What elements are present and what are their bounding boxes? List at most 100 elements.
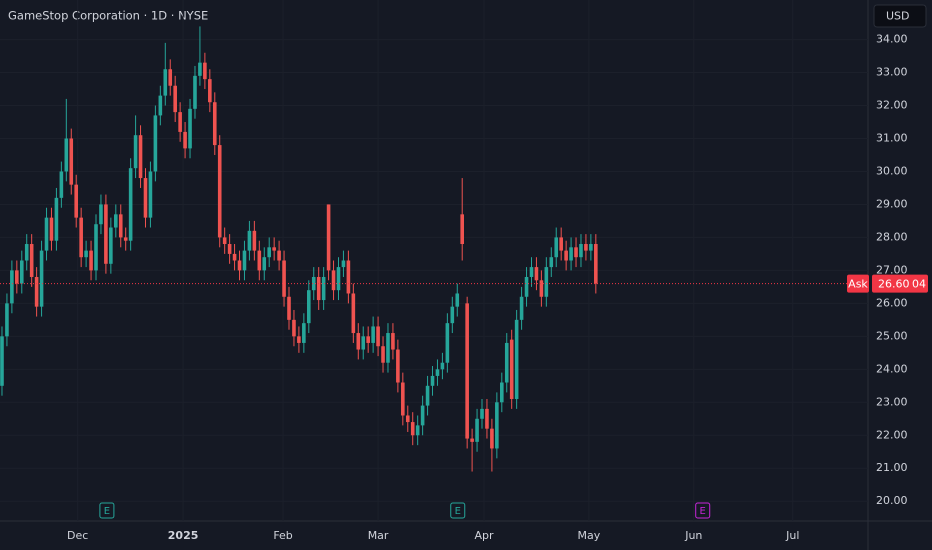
ask-tag: [847, 274, 869, 293]
candle-body: [138, 135, 143, 179]
candle-body: [5, 303, 9, 337]
candle-body: [415, 425, 420, 436]
ask-price-tag: [872, 274, 928, 293]
candle-body: [544, 267, 549, 297]
candle-body: [44, 217, 49, 251]
candle-body: [376, 326, 380, 347]
candle-body: [589, 244, 593, 251]
candle-body: [351, 293, 356, 334]
candle-body: [282, 260, 286, 297]
candle-body: [401, 382, 405, 416]
candle-body: [34, 276, 39, 307]
ask-label: Ask: [848, 278, 868, 291]
event-label: E: [700, 506, 706, 517]
candle-body: [440, 362, 445, 370]
ask-extra: 04: [912, 278, 926, 291]
candle-body: [450, 306, 455, 324]
candle-body: [10, 270, 14, 304]
candle-body: [584, 244, 588, 251]
candle-body: [267, 247, 272, 258]
y-tick-label: 20.00: [876, 494, 908, 507]
candle-body: [128, 168, 133, 241]
y-tick-label: 34.00: [876, 33, 908, 46]
x-tick-label: Dec: [67, 529, 88, 542]
candle-body: [237, 260, 242, 271]
candle-body: [346, 260, 351, 294]
candle-body: [331, 270, 336, 291]
candle-body: [306, 290, 311, 324]
candle-body: [326, 204, 331, 271]
x-tick-label: Apr: [474, 529, 494, 542]
y-tick-label: 29.00: [876, 197, 908, 210]
candle-body: [24, 244, 29, 261]
candle-body: [0, 336, 4, 386]
y-tick-label: 23.00: [876, 395, 908, 408]
y-tick-label: 28.00: [876, 230, 908, 243]
candle-body: [19, 260, 24, 284]
event-marker: [99, 502, 115, 519]
candle-body: [99, 204, 103, 225]
candle-body: [396, 349, 400, 383]
candle-body: [465, 303, 469, 439]
candle-body: [69, 138, 74, 185]
candle-body: [356, 333, 361, 350]
y-tick-label: 31.00: [876, 131, 908, 144]
candle-body: [227, 244, 232, 254]
candle-body: [594, 244, 598, 284]
currency-button[interactable]: [873, 4, 927, 28]
candle-body: [89, 250, 93, 271]
candle-body: [361, 336, 366, 350]
y-tick-label: 27.00: [876, 263, 908, 276]
candle-body: [158, 95, 163, 116]
candle-body: [15, 270, 19, 284]
candle-body: [148, 171, 153, 218]
chart-title: GameStop Corporation · 1D · NYSE: [8, 9, 208, 23]
candle-body: [405, 415, 410, 423]
y-tick-label: 24.00: [876, 362, 908, 375]
candle-body: [445, 323, 450, 363]
candle-body: [381, 346, 385, 363]
candle-body: [143, 178, 148, 218]
candle-body: [247, 230, 252, 251]
candle-body: [420, 405, 425, 426]
candle-body: [113, 214, 118, 228]
candle-body: [504, 342, 509, 383]
candle-body: [430, 375, 435, 386]
candle-body: [178, 112, 182, 132]
y-tick-label: 33.00: [876, 66, 908, 79]
candle-body: [564, 250, 568, 261]
y-tick-label: 22.00: [876, 428, 908, 441]
y-tick-label: 32.00: [876, 99, 908, 112]
candle-body: [94, 224, 98, 271]
candle-body: [366, 336, 370, 343]
candle-body: [242, 250, 247, 271]
candle-body: [490, 428, 494, 449]
x-tick-label: Jul: [785, 529, 799, 542]
candle-body: [217, 145, 222, 238]
candle-body: [539, 280, 544, 297]
candle-body: [104, 204, 108, 264]
candle-body: [386, 333, 390, 363]
candle-body: [485, 408, 489, 429]
candle-body: [321, 276, 326, 301]
candle-body: [188, 108, 192, 149]
candle-body: [514, 319, 519, 399]
x-tick-label: Jun: [684, 529, 702, 542]
candle-body: [391, 333, 395, 350]
candle-body: [208, 79, 212, 103]
event-label: E: [104, 506, 110, 517]
x-tick-label: Mar: [368, 529, 389, 542]
candle-body: [232, 253, 237, 261]
candle-body: [64, 138, 69, 172]
candle-body: [163, 69, 168, 96]
candle-body: [49, 217, 54, 241]
candle-body: [29, 244, 34, 277]
x-tick-label: Feb: [273, 529, 292, 542]
candle-body: [559, 237, 563, 251]
candle-body: [524, 276, 529, 297]
candle-body: [455, 293, 460, 307]
candle-body: [153, 115, 158, 172]
event-marker: [695, 502, 711, 519]
candle-body: [212, 102, 217, 146]
